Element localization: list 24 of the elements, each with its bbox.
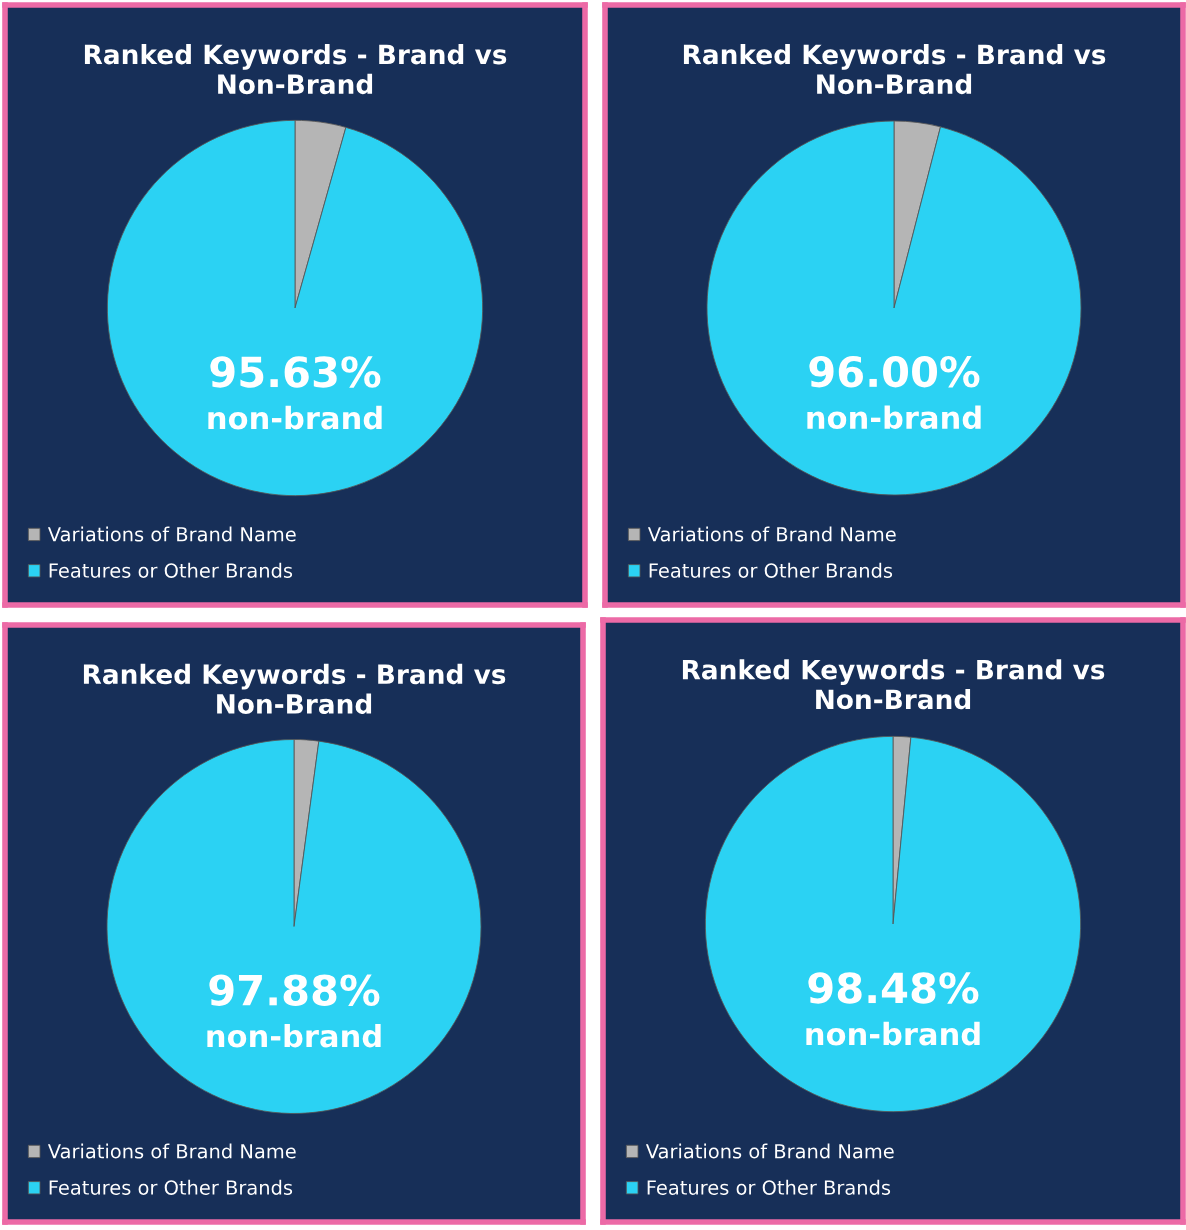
text: 96.00% — [809, 355, 980, 388]
chart-title: Ranked Keywords - Brand vs Non-Brand — [682, 659, 1105, 710]
legend-label: Variations of Brand Name — [47, 1143, 296, 1159]
text: non-brand — [807, 405, 981, 430]
text: 95.63% — [210, 356, 381, 388]
legend-label: Variations of Brand Name — [645, 1143, 894, 1159]
chart-title: Ranked Keywords - Brand vs Non-Brand — [683, 44, 1106, 95]
pie-slice — [706, 120, 1082, 496]
legend-label: Features or Other Brands — [49, 562, 293, 578]
pie-slice — [106, 119, 484, 497]
legend-label: Features or Other Brands — [647, 1179, 891, 1195]
pie-slice — [704, 735, 1082, 1113]
text: non-brand — [208, 405, 382, 430]
text: non-brand — [806, 1021, 980, 1046]
legend-label: Variations of Brand Name — [647, 526, 896, 542]
legend-label: Features or Other Brands — [49, 1179, 293, 1195]
legend-label: Features or Other Brands — [649, 562, 893, 578]
text: 98.48% — [808, 972, 979, 1004]
pie-slice — [106, 739, 482, 1114]
chart-title: Ranked Keywords - Brand vs Non-Brand — [83, 663, 506, 714]
text: non-brand — [207, 1023, 381, 1048]
legend-label: Variations of Brand Name — [47, 526, 296, 542]
chart-title: Ranked Keywords - Brand vs Non-Brand — [84, 44, 507, 95]
text: 97.88% — [209, 974, 380, 1006]
